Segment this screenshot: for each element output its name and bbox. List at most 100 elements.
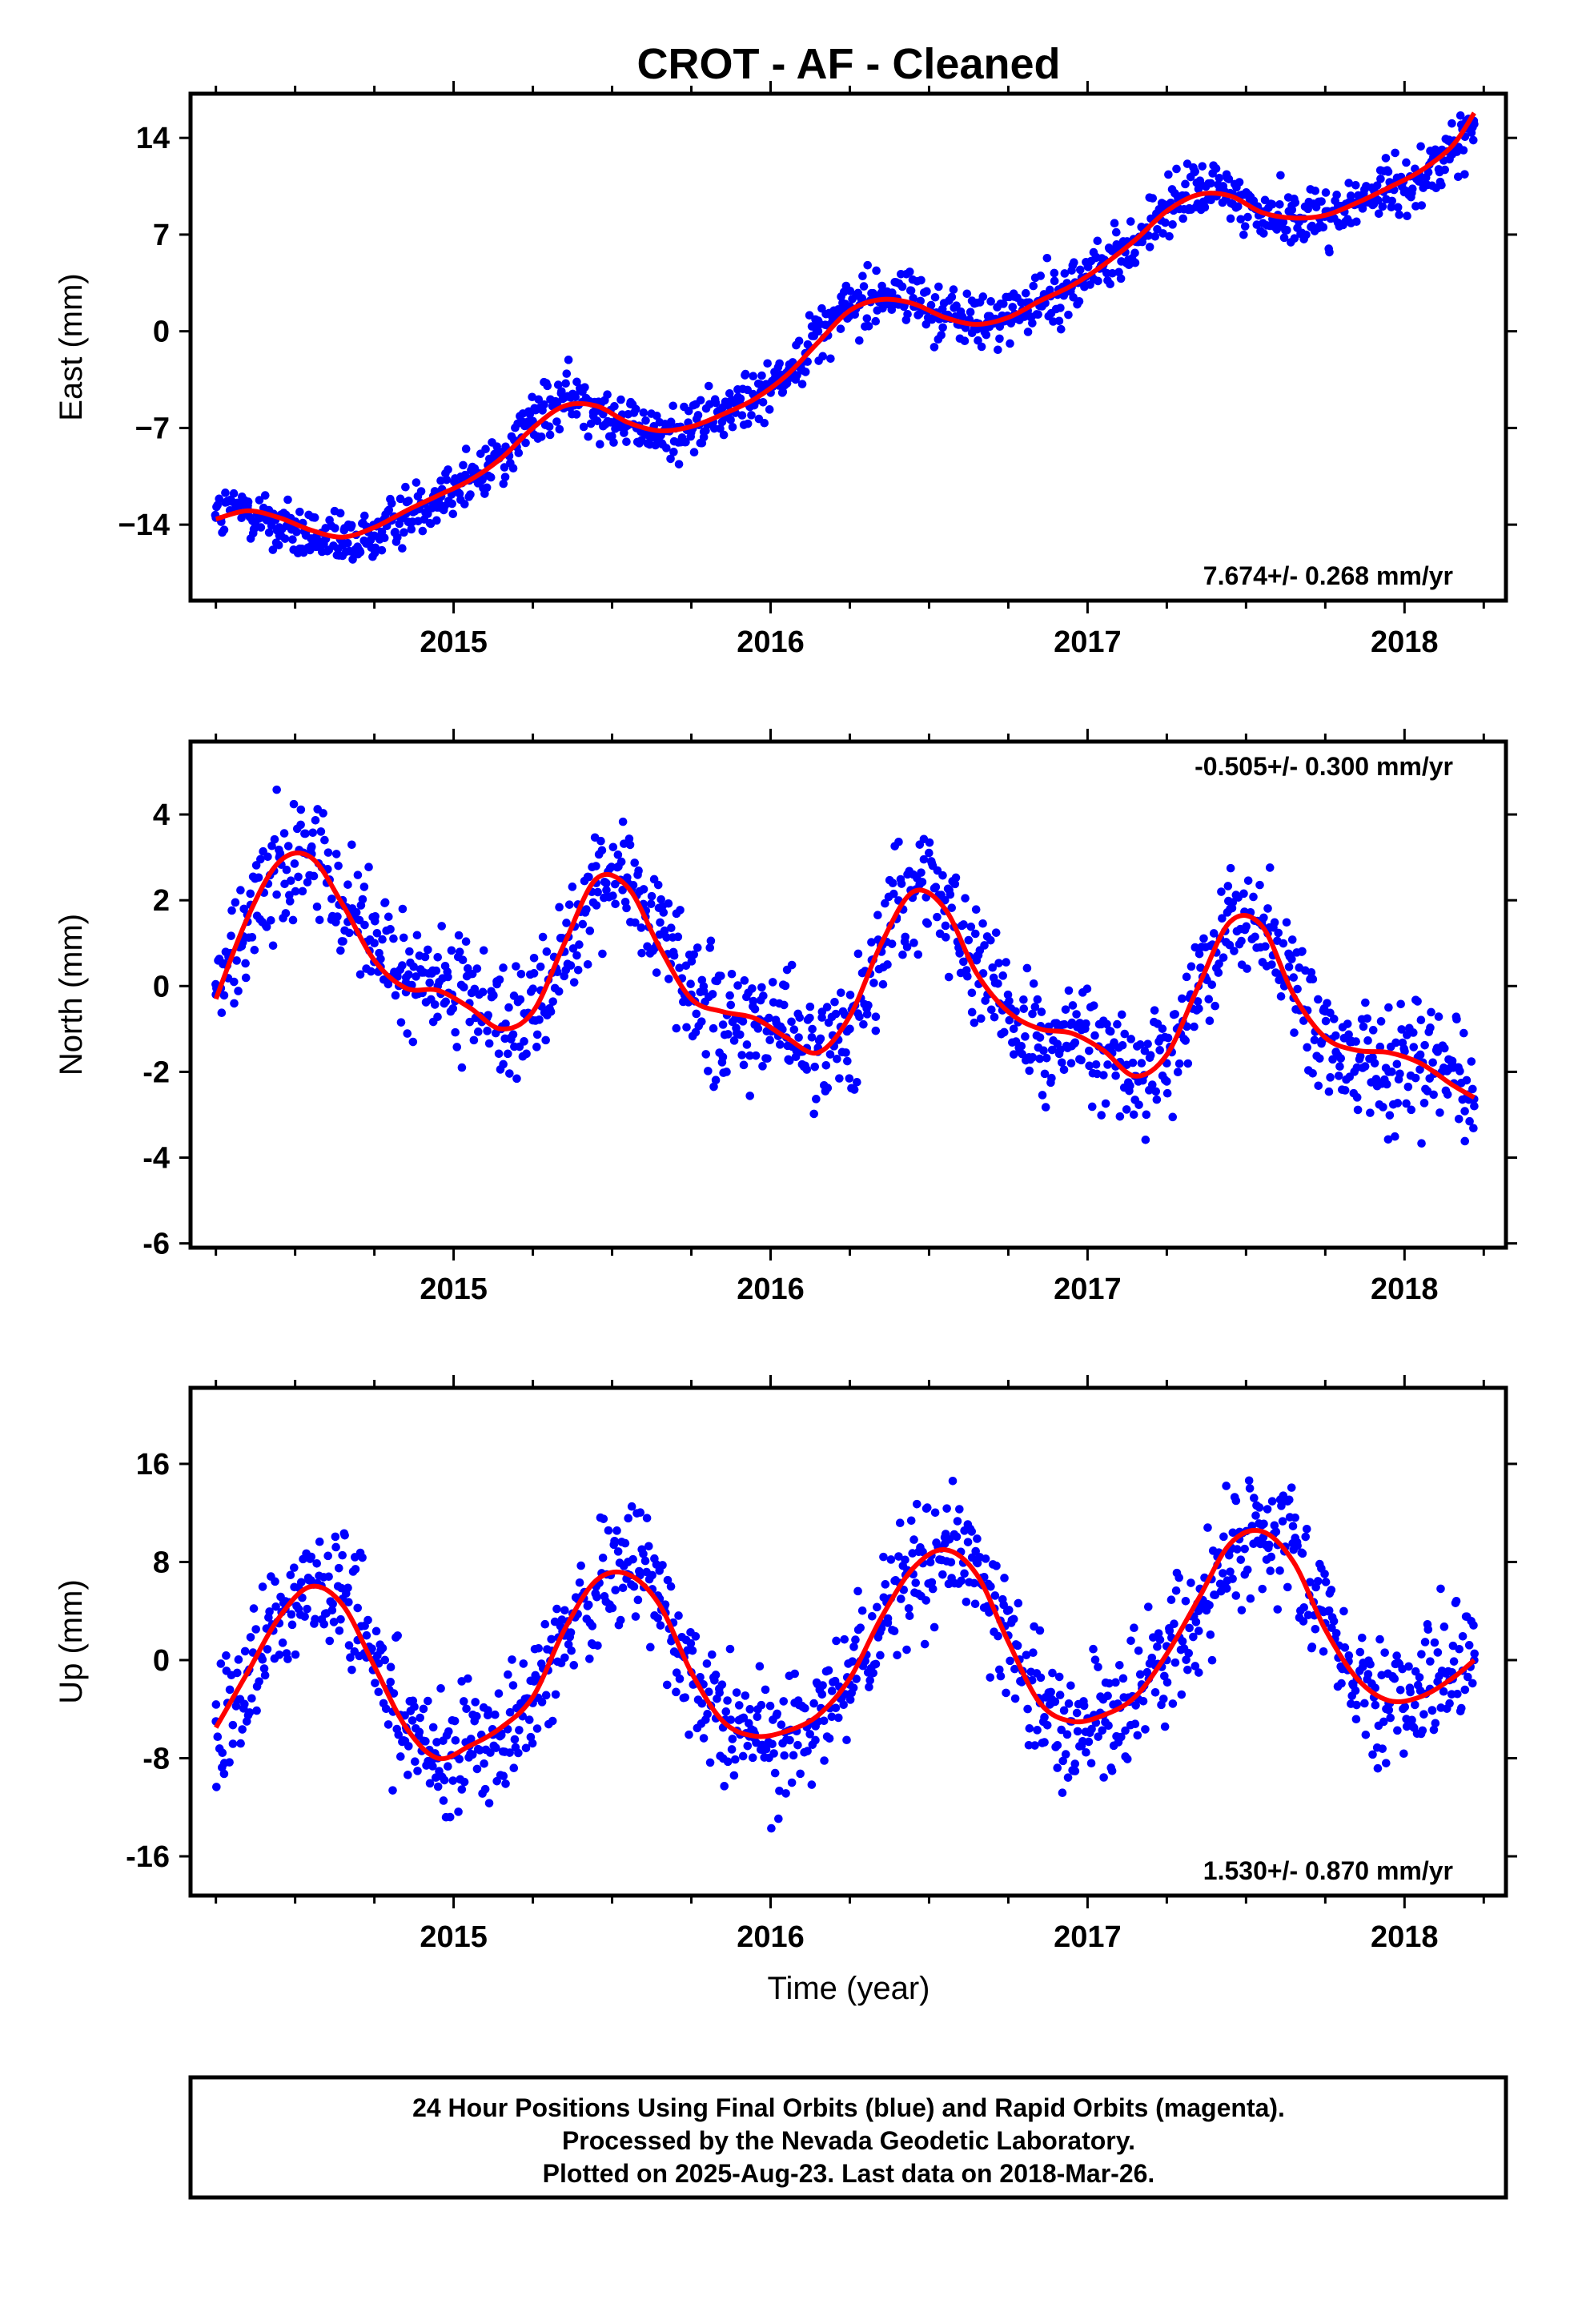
north-data-point <box>947 903 957 912</box>
up-data-point <box>624 1558 632 1566</box>
up-data-point <box>1302 1525 1311 1534</box>
up-data-point <box>236 1739 245 1748</box>
east-data-point <box>995 334 1004 344</box>
up-data-point <box>1468 1679 1477 1688</box>
north-data-point <box>592 901 601 910</box>
up-data-point <box>1406 1687 1415 1697</box>
up-data-point <box>1126 1636 1135 1646</box>
north-data-point <box>853 949 863 959</box>
up-data-point <box>681 1693 690 1702</box>
north-data-point <box>859 1019 868 1029</box>
east-y-tick-label: −7 <box>135 412 170 445</box>
up-data-point <box>894 1552 903 1561</box>
east-data-point <box>1317 197 1326 206</box>
north-data-point <box>1321 1016 1331 1026</box>
north-data-point <box>944 972 954 982</box>
north-data-point <box>1217 887 1226 896</box>
up-data-point <box>1219 1532 1228 1542</box>
north-data-point <box>994 959 1003 967</box>
up-data-point <box>249 1604 259 1613</box>
east-data-point <box>486 472 496 482</box>
up-data-point <box>809 1699 818 1708</box>
north-data-point <box>246 889 255 899</box>
up-data-point <box>940 1539 950 1548</box>
north-data-point <box>1371 1075 1381 1084</box>
north-data-point <box>1329 1015 1339 1023</box>
up-data-point <box>729 1771 739 1780</box>
east-data-point <box>1023 328 1033 336</box>
east-data-point <box>1108 268 1117 278</box>
up-data-point <box>852 1675 861 1683</box>
north-data-point <box>1029 979 1038 988</box>
up-data-point <box>1382 1759 1391 1767</box>
up-data-point <box>347 1665 356 1675</box>
north-data-point <box>569 978 579 987</box>
east-data-point <box>1351 181 1360 190</box>
up-data-point <box>845 1695 855 1704</box>
up-data-point <box>1273 1605 1283 1614</box>
north-data-point <box>1434 1012 1443 1021</box>
up-data-point <box>865 1675 875 1685</box>
north-data-point <box>1120 1029 1130 1039</box>
east-data-point <box>1233 202 1243 211</box>
north-data-point <box>327 895 336 903</box>
up-data-point <box>393 1631 402 1640</box>
up-data-point <box>1233 1545 1242 1554</box>
east-data-point <box>1275 200 1284 209</box>
north-data-point <box>739 1060 749 1070</box>
north-data-point <box>967 1007 977 1017</box>
east-y-axis-label: East (mm) <box>54 273 89 420</box>
up-data-point <box>1086 1759 1096 1768</box>
up-data-point <box>331 1542 340 1552</box>
up-data-point <box>240 1647 250 1656</box>
north-x-tick-label: 2018 <box>1371 1273 1439 1306</box>
north-data-point <box>508 1030 518 1039</box>
east-data-point <box>288 535 297 545</box>
up-data-point <box>781 1735 791 1744</box>
east-data-point <box>1447 150 1456 159</box>
north-data-point <box>1443 1090 1452 1099</box>
north-data-point <box>873 911 882 920</box>
east-data-point <box>719 430 729 440</box>
up-data-point <box>1133 1731 1142 1740</box>
east-data-point <box>275 523 284 532</box>
up-data-point <box>851 1635 860 1644</box>
east-x-tick-label: 2018 <box>1371 625 1439 659</box>
east-data-point <box>1259 229 1268 238</box>
north-data-point <box>805 1013 814 1023</box>
up-data-point <box>1264 1540 1274 1550</box>
east-data-point <box>1198 162 1207 171</box>
up-data-point <box>510 1735 520 1744</box>
east-data-point <box>1291 198 1300 207</box>
up-data-point <box>415 1727 424 1737</box>
north-data-point <box>887 939 897 948</box>
north-data-point <box>1042 1053 1051 1063</box>
up-data-point <box>1469 1621 1478 1630</box>
north-data-point <box>1243 876 1253 885</box>
east-data-point <box>521 438 530 448</box>
east-data-point <box>1050 268 1059 278</box>
up-data-point <box>343 1583 352 1593</box>
up-data-point <box>1154 1629 1163 1638</box>
east-data-point <box>1114 267 1123 277</box>
up-data-point <box>948 1476 958 1486</box>
north-data-point <box>315 915 324 925</box>
north-data-point <box>794 1033 803 1042</box>
north-data-point <box>403 1029 412 1038</box>
up-data-point <box>1231 1496 1241 1506</box>
north-data-point <box>966 923 976 931</box>
north-data-point <box>972 955 982 965</box>
east-data-point <box>1036 271 1046 280</box>
north-data-point <box>841 1048 850 1057</box>
north-data-point <box>231 898 240 907</box>
north-data-point <box>1018 1049 1026 1059</box>
north-data-point <box>656 895 666 904</box>
north-data-point <box>1035 1033 1045 1042</box>
north-x-tick-label: 2016 <box>737 1273 805 1306</box>
up-data-point <box>410 1702 419 1711</box>
north-data-point <box>1230 947 1239 955</box>
up-data-point <box>519 1659 528 1668</box>
up-data-point <box>416 1713 425 1723</box>
north-data-point <box>1087 1102 1097 1112</box>
north-data-point <box>959 957 968 967</box>
